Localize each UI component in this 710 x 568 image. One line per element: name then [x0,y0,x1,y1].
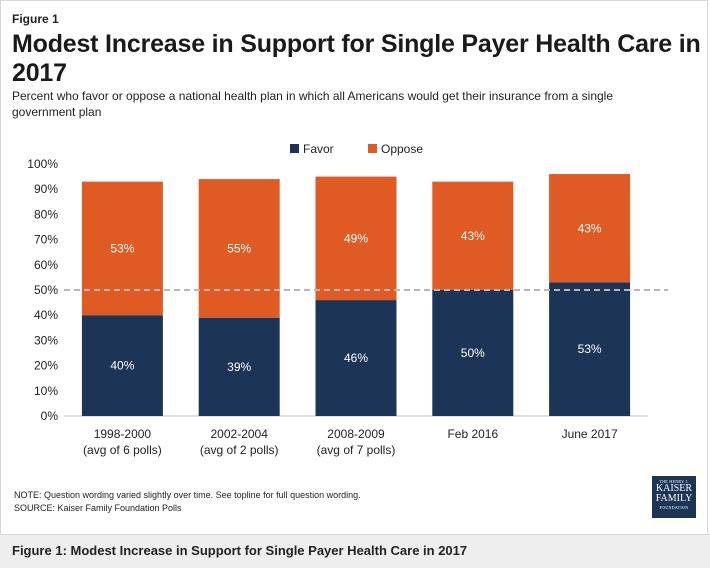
x-category-label: Feb 2016 [447,427,498,441]
data-label-oppose-4: 43% [578,221,602,235]
source-text: SOURCE: Kaiser Family Foundation Polls [14,503,182,513]
x-category-label: (avg of 2 polls) [200,443,279,457]
x-category-label: (avg of 6 polls) [83,443,162,457]
bar-favor-4 [549,282,631,416]
data-label-oppose-2: 49% [344,231,368,245]
chart-subtitle: Percent who favor or oppose a national h… [12,89,614,119]
y-tick-label: 100% [27,157,58,171]
y-tick-label: 60% [34,258,58,272]
bar-oppose-4 [549,174,631,283]
kff-logo: THE HENRY J. KAISER FAMILY FOUNDATION [652,476,696,518]
logo-line3: FAMILY [655,493,693,504]
chart-notes: NOTE: Question wording varied slightly o… [14,489,361,515]
data-label-favor-3: 50% [461,346,485,360]
bar-favor-1 [198,317,280,416]
x-category-label: 1998-2000 [94,427,152,441]
figure-label: Figure 1 [12,12,59,26]
legend-label-favor: Favor [303,142,334,156]
x-category-label: June 2017 [562,427,618,441]
chart-title: Modest Increase in Support for Single Pa… [12,30,701,87]
bar-oppose-1 [198,179,280,318]
note-text: NOTE: Question wording varied slightly o… [14,490,361,500]
y-tick-label: 0% [41,409,59,423]
logo-line2: KAISER [655,483,693,494]
y-tick-label: 70% [34,233,58,247]
x-category-label: 2008-2009 [327,427,385,441]
bar-favor-3 [432,290,514,416]
logo-line4: FOUNDATION [659,505,689,510]
bar-oppose-2 [315,176,397,301]
figure-caption: Figure 1: Modest Increase in Support for… [12,543,468,558]
bar-oppose-3 [432,181,514,290]
legend-swatch-oppose [368,144,377,153]
y-tick-label: 10% [34,384,58,398]
stacked-bar-chart: 0% 10% 20% 30% 40% 50% 60% 70% 80% 90% 100% 40% 53% 1… [27,142,668,457]
data-label-favor-4: 53% [578,342,602,356]
y-tick-label: 30% [34,333,58,347]
y-tick-label: 40% [34,308,58,322]
data-label-favor-1: 39% [227,360,251,374]
logo-line1: THE HENRY J. [659,479,689,484]
data-label-oppose-0: 53% [110,241,134,255]
x-category-label: 2002-2004 [211,427,269,441]
data-label-oppose-3: 43% [461,229,485,243]
legend-label-oppose: Oppose [381,142,423,156]
legend-swatch-favor [290,144,299,153]
bar-oppose-0 [81,181,163,316]
data-label-oppose-1: 55% [227,241,251,255]
caption-bar: Figure 1: Modest Increase in Support for… [0,534,710,568]
y-tick-label: 50% [34,283,58,297]
y-tick-label: 90% [34,182,58,196]
bar-favor-2 [315,300,397,416]
y-tick-label: 20% [34,359,58,373]
data-label-favor-2: 46% [344,351,368,365]
x-category-label: (avg of 7 polls) [317,443,396,457]
y-tick-label: 80% [34,207,58,221]
data-label-favor-0: 40% [110,359,134,373]
bar-favor-0 [81,315,163,416]
